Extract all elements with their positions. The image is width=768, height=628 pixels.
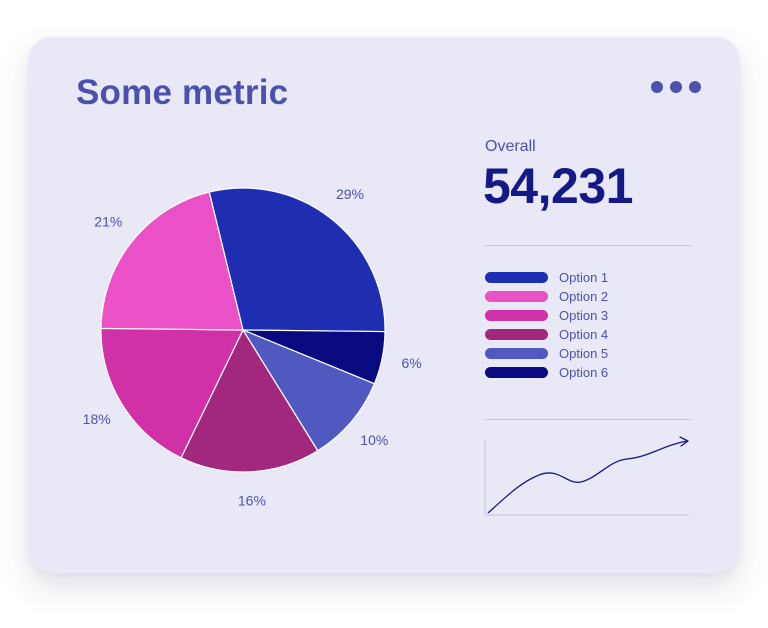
overall-value: 54,231 bbox=[483, 158, 633, 214]
divider bbox=[485, 245, 691, 246]
pie-slice-4[interactable] bbox=[180, 329, 319, 473]
legend-label: Option 1 bbox=[559, 270, 609, 285]
legend-label: Option 2 bbox=[559, 289, 609, 304]
legend-swatch-option-2 bbox=[485, 291, 548, 302]
card-title: Some metric bbox=[76, 73, 289, 112]
legend: Option 1 Option 2 Option 3 Option 4 Opti… bbox=[485, 268, 608, 382]
legend-label: Option 3 bbox=[559, 308, 609, 323]
legend-item[interactable]: Option 1 bbox=[485, 268, 608, 287]
legend-swatch-option-5 bbox=[485, 348, 548, 359]
pie-slice-label: 16% bbox=[238, 493, 266, 509]
legend-swatch-option-4 bbox=[485, 329, 548, 340]
sparkline-chart bbox=[484, 436, 689, 516]
legend-swatch-option-6 bbox=[485, 367, 548, 378]
more-options-icon[interactable] bbox=[651, 77, 701, 97]
metric-card: Some metric 29% 6% 10% 16% 18% 21% Overall 54… bbox=[29, 37, 739, 573]
pie-slice-1[interactable] bbox=[208, 187, 386, 333]
sparkline-arrow-icon bbox=[679, 436, 689, 447]
pie-chart: 29% 6% 10% 16% 18% 21% bbox=[83, 186, 422, 509]
pie-slice-label: 21% bbox=[94, 214, 122, 230]
sparkline-line bbox=[487, 440, 688, 514]
legend-label: Option 4 bbox=[559, 327, 609, 342]
pie-slice-label: 6% bbox=[401, 355, 421, 371]
legend-item[interactable]: Option 5 bbox=[485, 344, 608, 363]
legend-label: Option 5 bbox=[559, 346, 609, 361]
pie-slice-label: 10% bbox=[360, 432, 388, 448]
legend-swatch-option-1 bbox=[485, 272, 548, 283]
pie-slice-label: 29% bbox=[336, 186, 364, 202]
more-dot bbox=[651, 81, 663, 93]
pie-slice-5[interactable] bbox=[100, 327, 244, 459]
legend-label: Option 6 bbox=[559, 365, 609, 380]
divider bbox=[485, 419, 691, 420]
overall-label: Overall bbox=[485, 138, 536, 155]
more-dot bbox=[689, 81, 701, 93]
legend-item[interactable]: Option 6 bbox=[485, 363, 608, 382]
legend-item[interactable]: Option 2 bbox=[485, 287, 608, 306]
more-dot bbox=[670, 81, 682, 93]
pie-slice-6[interactable] bbox=[100, 191, 244, 331]
legend-item[interactable]: Option 3 bbox=[485, 306, 608, 325]
pie-slice-3[interactable] bbox=[242, 329, 376, 452]
legend-swatch-option-3 bbox=[485, 310, 548, 321]
legend-item[interactable]: Option 4 bbox=[485, 325, 608, 344]
pie-slice-label: 18% bbox=[83, 411, 111, 427]
